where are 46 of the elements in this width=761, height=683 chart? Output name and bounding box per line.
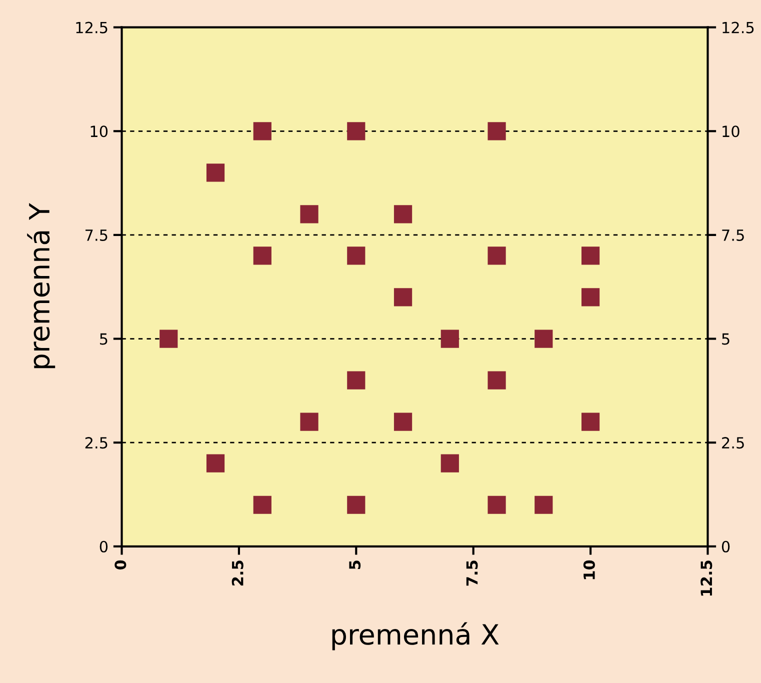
y2-tick-label: 5 xyxy=(722,333,730,345)
point xyxy=(440,454,459,472)
point xyxy=(488,122,506,140)
y-tick-label: 5 xyxy=(100,333,108,345)
point xyxy=(206,454,225,472)
point xyxy=(394,288,412,306)
x-tick-label: 0 xyxy=(114,560,126,570)
x-tick-label: 5 xyxy=(349,560,361,570)
point xyxy=(581,412,600,431)
x-tick-label: 12.5 xyxy=(700,560,712,596)
y2-tick-label: 7.5 xyxy=(722,230,744,241)
point xyxy=(253,246,272,265)
point xyxy=(440,330,459,348)
point xyxy=(488,246,506,265)
point xyxy=(347,496,366,514)
point xyxy=(488,496,506,514)
point xyxy=(394,412,412,431)
point xyxy=(488,371,506,390)
point xyxy=(253,122,272,140)
point xyxy=(300,412,318,431)
y-tick-label: 0 xyxy=(100,540,108,552)
point xyxy=(581,288,600,306)
y2-tick-label: 2.5 xyxy=(722,437,744,449)
point xyxy=(347,246,366,265)
point xyxy=(253,496,272,514)
point xyxy=(300,205,318,224)
point xyxy=(347,371,366,390)
y2-tick-label: 0 xyxy=(722,540,730,552)
point xyxy=(581,246,600,265)
point xyxy=(206,164,225,182)
point xyxy=(347,122,366,140)
x-tick-label: 7.5 xyxy=(466,560,478,586)
point xyxy=(394,205,412,224)
point xyxy=(160,330,178,348)
x-tick-label: 2.5 xyxy=(232,560,244,586)
y2-tick-label: 10 xyxy=(722,126,740,138)
point xyxy=(534,330,553,348)
y2-tick-label: 12.5 xyxy=(722,22,754,34)
x-axis-title: premenná X xyxy=(332,622,499,650)
y-axis-title: premenná Y xyxy=(27,202,56,368)
y-tick-label: 12.5 xyxy=(76,22,108,34)
y-tick-label: 2.5 xyxy=(85,437,108,449)
y-tick-label: 7.5 xyxy=(86,230,108,241)
point xyxy=(534,496,553,514)
y-tick-label: 10 xyxy=(90,126,108,138)
x-tick-label: 10 xyxy=(583,560,595,580)
